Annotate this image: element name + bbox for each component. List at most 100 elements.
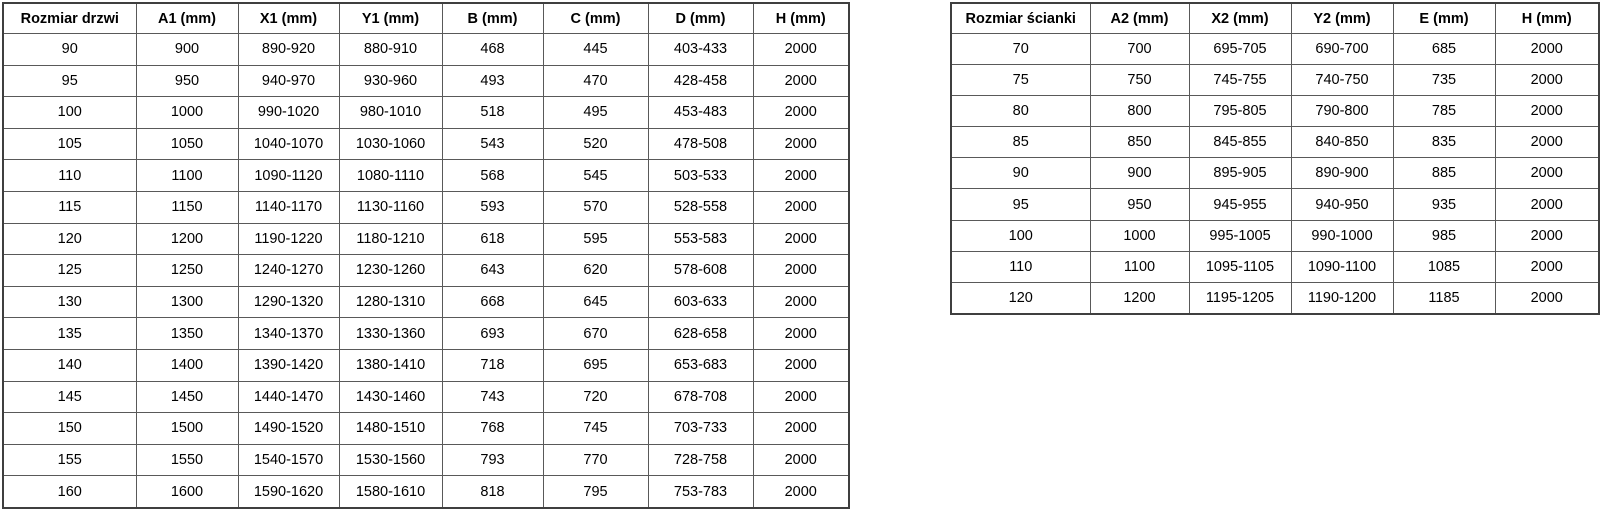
table-cell: 1200 — [135, 222, 239, 256]
table-row: 80 800 795-805 790-800 785 2000 — [950, 95, 1600, 128]
table-row: 135 1350 1340-1370 1330-1360 693 670 628-658 20… — [2, 317, 850, 350]
table-cell: 140 — [2, 348, 137, 382]
table-cell: 160 — [2, 475, 137, 509]
table-cell: 745 — [542, 412, 649, 445]
table-cell: 553-583 — [647, 222, 754, 256]
table-cell: 678-708 — [647, 380, 754, 414]
table-cell: 940-970 — [237, 64, 340, 98]
table-cell: 85 — [950, 126, 1091, 159]
table-cell: 850 — [1089, 126, 1190, 159]
table-cell: 2000 — [752, 380, 850, 414]
table-row: 160 1600 1590-1620 1580-1610 818 795 753-783 20… — [2, 475, 850, 509]
table-cell: 885 — [1392, 157, 1496, 190]
table-cell: 1240-1270 — [237, 254, 340, 287]
table-row: 100 1000 990-1020 980-1010 518 495 453-483 2000 — [2, 96, 850, 129]
table-cell: 593 — [441, 190, 544, 224]
column-header: X1 (mm) — [237, 2, 340, 34]
table-cell: 2000 — [1494, 95, 1600, 128]
table-cell: 1580-1610 — [338, 475, 443, 509]
table-cell: 150 — [2, 412, 137, 445]
table-cell: 940-950 — [1290, 188, 1394, 221]
table-cell: 2000 — [752, 64, 850, 98]
table-cell: 685 — [1392, 32, 1496, 66]
table-cell: 1550 — [135, 443, 239, 477]
table-row: 105 1050 1040-1070 1030-1060 543 520 478-508 20… — [2, 127, 850, 161]
table-cell: 1430-1460 — [338, 380, 443, 414]
column-header: E (mm) — [1392, 2, 1496, 34]
table-cell: 620 — [542, 254, 649, 287]
table-cell: 595 — [542, 222, 649, 256]
table-cell: 950 — [1089, 188, 1190, 221]
table-row: 150 1500 1490-1520 1480-1510 768 745 703-733 20… — [2, 412, 850, 445]
table-row: 145 1450 1440-1470 1430-1460 743 720 678-708 20… — [2, 380, 850, 414]
table-cell: 890-920 — [237, 33, 340, 66]
table-cell: 935 — [1392, 188, 1496, 221]
table-cell: 2000 — [752, 443, 850, 477]
table-cell: 1090-1100 — [1290, 250, 1394, 283]
column-header: C (mm) — [542, 2, 649, 34]
table-cell: 2000 — [1494, 64, 1600, 97]
table-row: 85 850 845-855 840-850 835 2000 — [950, 126, 1600, 159]
table-cell: 120 — [2, 222, 137, 256]
table-cell: 545 — [542, 159, 649, 192]
table-cell: 693 — [441, 317, 544, 350]
table-cell: 690-700 — [1290, 32, 1394, 66]
table-cell: 1590-1620 — [237, 475, 340, 509]
table-cell: 403-433 — [647, 33, 754, 66]
table-cell: 528-558 — [647, 190, 754, 224]
table-cell: 718 — [441, 348, 544, 382]
table-cell: 695-705 — [1188, 32, 1292, 66]
table-cell: 785 — [1392, 95, 1496, 128]
table-cell: 2000 — [1494, 126, 1600, 159]
table-cell: 578-608 — [647, 254, 754, 287]
table-cell: 793 — [441, 443, 544, 477]
table-row: 95 950 945-955 940-950 935 2000 — [950, 188, 1600, 221]
table-cell: 753-783 — [647, 475, 754, 509]
table-cell: 603-633 — [647, 285, 754, 319]
table-cell: 570 — [542, 190, 649, 224]
table-cell: 628-658 — [647, 317, 754, 350]
table-cell: 1480-1510 — [338, 412, 443, 445]
column-header: D (mm) — [647, 2, 754, 34]
table-row: 140 1400 1390-1420 1380-1410 718 695 653-683 20… — [2, 348, 850, 382]
table-cell: 2000 — [752, 190, 850, 224]
table-cell: 900 — [1089, 157, 1190, 190]
table-cell: 945-955 — [1188, 188, 1292, 221]
table-cell: 840-850 — [1290, 126, 1394, 159]
table-cell: 468 — [441, 33, 544, 66]
table-cell: 2000 — [752, 159, 850, 192]
table-row: 130 1300 1290-1320 1280-1310 668 645 603-633 20… — [2, 285, 850, 319]
table-cell: 80 — [950, 95, 1091, 128]
table-cell: 2000 — [752, 254, 850, 287]
table-cell: 470 — [542, 64, 649, 98]
table-cell: 125 — [2, 254, 137, 287]
table-cell: 2000 — [752, 222, 850, 256]
table-cell: 750 — [1089, 64, 1190, 97]
column-header: X2 (mm) — [1188, 2, 1292, 34]
table-row: 120 1200 1190-1220 1180-1210 618 595 553-583 20… — [2, 222, 850, 256]
table-cell: 790-800 — [1290, 95, 1394, 128]
table-cell: 520 — [542, 127, 649, 161]
table-cell: 1040-1070 — [237, 127, 340, 161]
table-cell: 835 — [1392, 126, 1496, 159]
door-table-header-row: Rozmiar drzwi A1 (mm) X1 (mm) Y1 (mm) B (mm)… — [2, 2, 850, 34]
table-cell: 1330-1360 — [338, 317, 443, 350]
table-cell: 668 — [441, 285, 544, 319]
table-cell: 990-1020 — [237, 96, 340, 129]
column-header: A2 (mm) — [1089, 2, 1190, 34]
table-cell: 890-900 — [1290, 157, 1394, 190]
table-row: 95 950 940-970 930-960 493 470 428-458 2000 — [2, 64, 850, 98]
table-cell: 2000 — [752, 127, 850, 161]
table-cell: 2000 — [752, 96, 850, 129]
table-cell: 110 — [950, 250, 1091, 283]
table-cell: 2000 — [752, 317, 850, 350]
table-cell: 1030-1060 — [338, 127, 443, 161]
door-size-table: Rozmiar drzwi A1 (mm) X1 (mm) Y1 (mm) B (mm)… — [2, 2, 850, 509]
table-cell: 90 — [950, 157, 1091, 190]
table-cell: 110 — [2, 159, 137, 192]
table-cell: 735 — [1392, 64, 1496, 97]
table-cell: 1250 — [135, 254, 239, 287]
table-cell: 130 — [2, 285, 137, 319]
table-cell: 115 — [2, 190, 137, 224]
table-cell: 105 — [2, 127, 137, 161]
